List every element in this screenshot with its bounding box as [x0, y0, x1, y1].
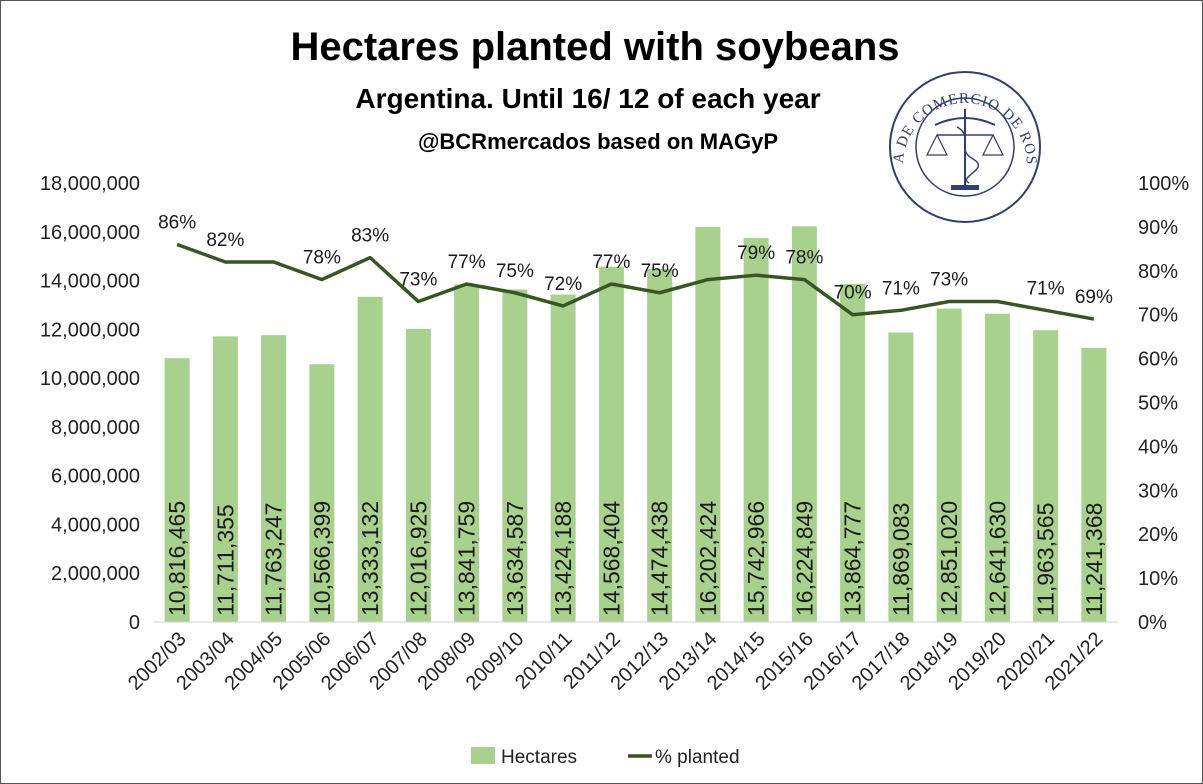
emblem-pan-left — [926, 133, 948, 156]
left-tick-label: 14,000,000 — [40, 271, 140, 293]
left-tick-label: 2,000,000 — [51, 563, 140, 585]
left-tick-label: 8,000,000 — [51, 417, 140, 439]
emblem-base — [951, 185, 979, 190]
left-tick-label: 18,000,000 — [40, 173, 140, 195]
legend-label-hectares: Hectares — [501, 747, 577, 768]
bar-value-label: 12,851,020 — [936, 501, 962, 616]
left-tick-label: 0 — [129, 612, 140, 634]
bar-value-label: 11,763,247 — [261, 503, 287, 616]
bar — [502, 289, 528, 622]
bar-value-label: 11,711,355 — [212, 504, 238, 616]
percent-label: 71% — [882, 278, 920, 299]
percent-label: 73% — [930, 270, 968, 291]
emblem-wings — [934, 117, 996, 126]
right-tick-label: 90% — [1138, 217, 1178, 239]
bar-value-label: 13,424,188 — [550, 501, 576, 616]
right-tick-label: 40% — [1138, 436, 1178, 458]
percent-label: 83% — [351, 226, 389, 247]
percent-label: 71% — [1027, 278, 1065, 299]
percent-label: 70% — [834, 283, 872, 304]
legend-label-percent: % planted — [655, 747, 740, 768]
bar — [261, 335, 287, 622]
line-series-percent-planted: 86% 82% 78% 83% 73% 77% 75% 72% 77% 75% 79% 78% 70% 7… — [158, 212, 1113, 321]
right-tick-label: 20% — [1138, 524, 1178, 546]
bar — [550, 294, 576, 622]
percent-label: 69% — [1075, 287, 1113, 308]
bar — [309, 364, 335, 622]
bar-value-label: 13,864,777 — [840, 501, 866, 616]
left-tick-label: 4,000,000 — [51, 514, 140, 536]
percent-line — [176, 242, 1095, 321]
left-tick-label: 6,000,000 — [51, 466, 140, 488]
right-tick-label: 60% — [1138, 349, 1178, 371]
left-tick-label: 16,000,000 — [40, 222, 140, 244]
right-tick-label: 80% — [1138, 261, 1178, 283]
emblem-serpent — [956, 126, 980, 184]
percent-label: 78% — [303, 248, 341, 269]
left-axis: 0 2,000,000 4,000,000 6,000,000 8,000,000 10,… — [40, 173, 140, 634]
bar-value-label: 14,568,404 — [598, 501, 624, 616]
bar-value-label: 15,742,966 — [743, 501, 769, 616]
bar — [984, 313, 1010, 622]
bar-series-hectares: 10,816,465 11,711,355 11,763,247 10,566,399… — [164, 226, 1107, 623]
bar-value-label: 11,869,083 — [888, 503, 914, 616]
bar — [598, 266, 624, 622]
bar — [743, 238, 769, 622]
bar — [405, 328, 431, 622]
bar-value-label: 13,333,132 — [357, 501, 383, 616]
right-axis: 0% 10% 20% 30% 40% 50% 60% 70% 80% 90% 100% — [1138, 173, 1189, 634]
bar — [888, 332, 914, 622]
bar-value-label: 12,016,925 — [405, 501, 431, 616]
bar-value-label: 16,224,849 — [791, 501, 817, 616]
right-tick-label: 100% — [1138, 173, 1189, 195]
right-tick-label: 70% — [1138, 305, 1178, 327]
left-tick-label: 10,000,000 — [40, 368, 140, 390]
percent-label: 79% — [737, 243, 775, 264]
percent-label: 78% — [785, 248, 823, 269]
emblem-pan-right — [982, 133, 1004, 156]
bar — [1033, 330, 1059, 622]
bar — [936, 308, 962, 622]
legend: Hectares % planted — [471, 747, 740, 768]
chart-source: @BCRmercados based on MAGyP — [418, 129, 778, 154]
percent-label: 73% — [399, 270, 437, 291]
bar-value-label: 13,634,587 — [502, 501, 528, 616]
bar-value-label: 14,474,438 — [647, 501, 673, 616]
seal-inner-ring — [915, 97, 1015, 197]
bar — [647, 268, 673, 622]
bar-value-label: 13,841,759 — [454, 501, 480, 616]
right-tick-label: 50% — [1138, 393, 1178, 415]
percent-label: 75% — [496, 261, 534, 282]
percent-label: 82% — [206, 230, 244, 251]
bar — [164, 358, 190, 622]
percent-label: 72% — [544, 274, 582, 295]
bar-value-label: 12,641,630 — [984, 501, 1010, 616]
bar — [695, 226, 721, 622]
bar — [212, 336, 238, 622]
right-tick-label: 30% — [1138, 480, 1178, 502]
percent-label: 86% — [158, 212, 196, 233]
bar-value-label: 11,241,368 — [1081, 503, 1107, 616]
bar-value-label: 10,816,465 — [164, 501, 190, 616]
bar-value-label: 16,202,424 — [695, 501, 721, 616]
legend-swatch-hectares — [471, 747, 495, 764]
bar — [791, 226, 817, 623]
bar — [357, 296, 383, 622]
chart-subtitle: Argentina. Until 16/ 12 of each year — [355, 83, 820, 114]
right-tick-label: 0% — [1138, 612, 1167, 634]
right-tick-label: 10% — [1138, 568, 1178, 590]
left-tick-label: 12,000,000 — [40, 319, 140, 341]
percent-label: 77% — [448, 252, 486, 273]
chart-title: Hectares planted with soybeans — [290, 25, 899, 69]
percent-label: 75% — [641, 261, 679, 282]
bar — [454, 284, 480, 622]
x-axis: 2002/032003/042004/052005/062006/072007/… — [124, 621, 1118, 695]
bar — [840, 283, 866, 622]
bar-value-label: 11,963,565 — [1033, 503, 1059, 616]
percent-label: 77% — [592, 252, 630, 273]
bar — [1081, 347, 1107, 622]
bar-value-label: 10,566,399 — [309, 501, 335, 616]
